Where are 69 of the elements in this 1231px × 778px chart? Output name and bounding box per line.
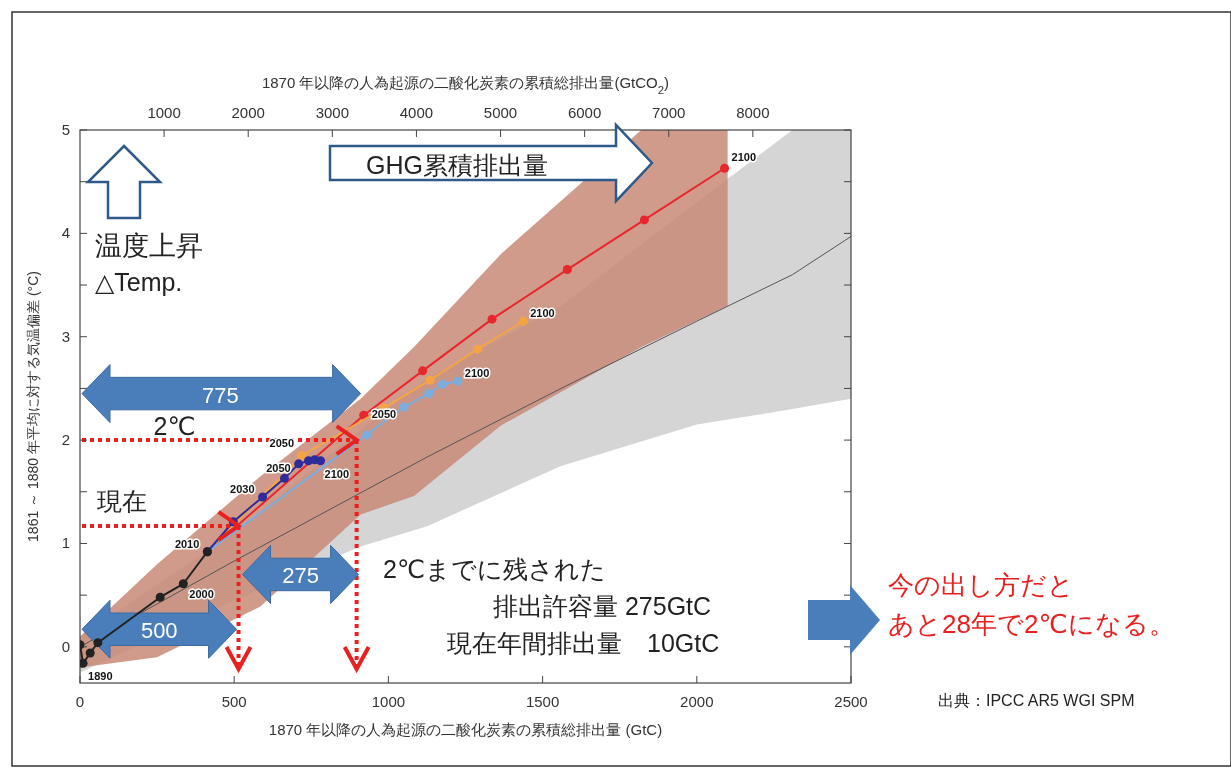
x2-tick-label: 3000 [315,104,350,121]
point [362,430,372,440]
point [80,658,88,668]
annotation: 2030 [230,482,255,495]
annotation: 775 [201,382,239,408]
point [93,638,103,648]
annotation: 現在 [97,486,147,515]
point [297,451,307,461]
annotation: GHG累積排出量 [366,151,548,179]
y-axis-title: 1861 ～ 1880 年平均に対する気温偏差 (°C) [25,271,41,542]
x-tick-label: 1500 [525,693,560,710]
point [279,473,289,483]
x2-axis-title: 1870 年以降の人為起源の二酸化炭素の累積総排出量(GtCO$_{2}$) [261,74,670,96]
point [438,379,448,389]
y-tick-label: 1 [61,534,70,552]
point [85,648,95,658]
point [425,375,435,385]
annotation: 温度上昇 [95,231,203,261]
x-axis-title: 1870 年以降の人為起源の二酸化炭素の累積総排出量 (GtC) [268,721,663,738]
point [720,163,730,173]
annotation: 2100 [324,467,350,480]
source-note: 出典：IPCC AR5 WGI SPM [938,692,1135,709]
annotation: 2℃までに残された [383,555,606,583]
point [424,389,434,399]
x2-tick-label: 2000 [231,104,265,121]
annotation: 500 [140,618,178,644]
annotation: △Temp. [95,268,183,296]
point [178,579,188,589]
point [562,265,572,275]
point [518,316,528,326]
x2-tick-label: 8000 [736,104,770,121]
x2-tick-label: 4000 [399,104,434,121]
point [473,344,483,354]
point [399,402,409,412]
point [155,592,165,602]
text: あと28年で2℃になる。 [888,609,1175,639]
x-tick-label: 1000 [371,693,406,710]
y-tick-label: 5 [61,121,70,138]
point [294,459,304,469]
x-tick-label: 500 [221,693,247,710]
annotation: 275 [282,563,319,589]
point [258,492,268,502]
y-tick-label: 2 [61,431,70,449]
x-tick-label: 0 [75,693,85,710]
x-tick-label: 2000 [680,693,714,710]
annotation: 2100 [464,367,490,380]
annotation: 排出許容量 275GtC [493,592,712,620]
y-tick-label: 4 [61,224,70,242]
annotation: 現在年間排出量 10GtC [447,629,720,657]
point [418,366,428,376]
annotation: 2000 [189,587,214,600]
annotation: 2050 [269,436,295,449]
annotation: 2100 [731,151,757,164]
annotation: 2℃ [153,412,196,441]
x-tick-label: 2500 [834,693,868,710]
point [639,215,649,225]
point [316,456,326,466]
annotation: 1890 [88,670,113,683]
y-tick-label: 3 [61,327,70,345]
x2-tick-label: 5000 [483,104,518,121]
x2-tick-label: 7000 [652,104,686,121]
annotation: 2050 [371,408,397,421]
y-tick-label: 0 [61,637,70,655]
x2-tick-label: 6000 [567,104,602,121]
annotation: 2100 [530,307,555,320]
point [487,314,497,324]
point [453,376,463,386]
x2-tick-label: 1000 [147,104,181,121]
text: 今の出し方だと [888,570,1074,600]
